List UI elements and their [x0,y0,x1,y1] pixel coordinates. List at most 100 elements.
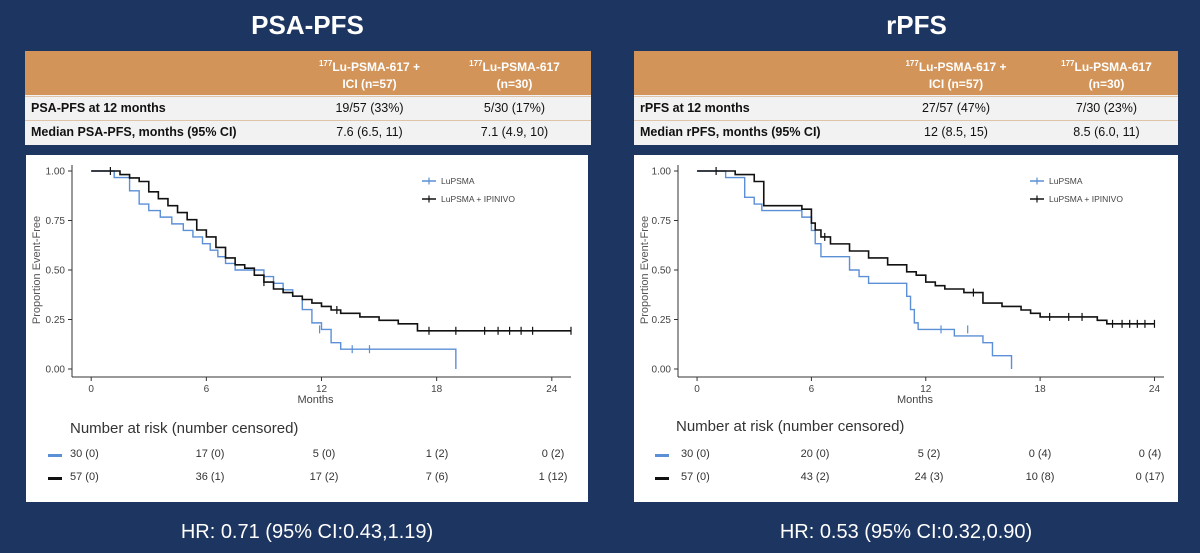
risk-value: 1 (2) [425,448,449,460]
x-tick-label: 24 [546,384,558,395]
legend-label: LuPSMA [1049,176,1083,186]
x-tick-label: 0 [694,384,700,395]
risk-value: 0 (17) [1135,471,1165,483]
cell-value: 8.5 (6.0, 11) [1073,125,1140,139]
y-tick-label: 0.50 [46,266,66,277]
x-tick-label: 18 [1035,384,1047,395]
col-header-line: (n=30) [1088,77,1125,91]
col-header-line: ICI (n=57) [928,77,984,91]
table-header [25,51,591,95]
x-tick-label: 18 [431,384,443,395]
row-label: Median rPFS, months (95% CI) [640,125,821,139]
panel-title: PSA-PFS [251,10,364,40]
legend-label: LuPSMA [441,176,475,186]
hazard-ratio: HR: 0.53 (95% CI:0.32,0.90) [779,521,1033,543]
km-plot-panel: 0.00 0.25 0.50 0.75 1.00 0 6 12 18 24 Months Propor… [26,155,588,502]
risk-value: 10 (8) [1025,471,1055,483]
y-tick-label: 1.00 [46,167,66,178]
x-axis-label: Months [297,394,334,405]
risk-value: 43 (2) [800,471,830,483]
risk-swatch [655,454,669,457]
cell-value: 7.1 (4.9, 10) [480,125,549,139]
x-tick-label: 12 [316,384,328,395]
risk-value: 0 (4) [1138,448,1162,460]
x-tick-label: 0 [88,384,94,395]
cell-value: 7.6 (6.5, 11) [336,125,403,139]
y-tick-label: 1.00 [652,167,672,178]
superscript: 177 [905,59,919,68]
superscript: 177 [1061,59,1075,68]
panel-title: rPFS [886,10,947,40]
risk-value: 57 (0) [681,471,710,483]
risk-value: 0 (4) [1028,448,1052,460]
risk-value: 7 (6) [425,471,449,483]
cell-value: 19/57 (33%) [335,101,404,115]
col-header-line: Lu-PSMA-617 [482,60,560,74]
risk-value: 30 (0) [70,448,99,460]
table-row: Median PSA-PFS, months (95% CI) 7.6 (6.5… [25,120,591,144]
risk-value: 1 (12) [538,471,568,483]
km-curve-lupsma [91,170,457,369]
legend-label: LuPSMA + IPINIVO [441,194,515,204]
risk-swatch [48,477,62,480]
legend-label: LuPSMA + IPINIVO [1049,194,1123,204]
km-plot-panel: 0.00 0.25 0.50 0.75 1.00 0 6 12 18 24 Months Propor… [634,155,1178,502]
cell-value: 12 (8.5, 15) [924,125,988,139]
y-tick-label: 0.75 [46,216,66,227]
km-curve-lupsma-ipinivo [91,170,571,332]
risk-swatch [48,454,62,457]
y-tick-label: 0.00 [652,365,672,376]
row-label: Median PSA-PFS, months (95% CI) [31,125,237,139]
cell-value: 7/30 (23%) [1075,101,1138,115]
row-label: PSA-PFS at 12 months [31,101,166,115]
risk-swatch [655,477,669,480]
superscript: 177 [318,59,333,68]
y-axis-label: Proportion Event-Free [639,216,651,324]
km-chart: 0.00 0.25 0.50 0.75 1.00 0 6 12 18 24 Months Propor… [639,165,1164,405]
risk-value: 17 (2) [309,471,339,483]
col-header-line: ICI (n=57) [342,77,397,91]
risk-table-title: Number at risk (number censored) [70,420,299,437]
x-tick-label: 24 [1149,384,1161,395]
risk-value: 36 (1) [195,471,225,483]
col-header-combo: 177Lu-PSMA-617 + ICI (n=57) [886,55,1026,93]
y-axis-label: Proportion Event-Free [31,216,43,324]
risk-value: 20 (0) [800,448,830,460]
risk-value: 17 (0) [195,448,225,460]
table-row: PSA-PFS at 12 months 19/57 (33%) 5/30 (1… [25,96,591,120]
col-header-line: Lu-PSMA-617 [1074,60,1152,74]
y-tick-label: 0.00 [46,365,66,376]
x-tick-label: 12 [920,384,932,395]
y-tick-label: 0.25 [46,315,66,326]
cell-value: 5/30 (17%) [483,101,546,115]
cell-value: 27/57 (47%) [921,101,991,115]
risk-value: 0 (2) [541,448,565,460]
km-curve-lupsma [697,170,1013,369]
summary-table: 177Lu-PSMA-617 + ICI (n=57) 177Lu-PSMA-6… [634,51,1178,145]
x-axis-label: Months [897,394,934,405]
table-header [634,51,1178,95]
col-header-line: Lu-PSMA-617 + [332,60,421,74]
risk-value: 30 (0) [681,448,710,460]
risk-value: 5 (0) [312,448,336,460]
y-tick-label: 0.75 [652,216,672,227]
col-header-line: (n=30) [496,77,533,91]
hazard-ratio: HR: 0.71 (95% CI:0.43,1.19) [180,521,434,543]
superscript: 177 [469,59,483,68]
risk-table-title: Number at risk (number censored) [676,418,905,435]
km-curve-lupsma-ipinivo [697,170,1155,325]
km-chart: 0.00 0.25 0.50 0.75 1.00 0 6 12 18 24 Months Propor… [31,165,572,405]
risk-value: 5 (2) [917,448,941,460]
summary-table: 177Lu-PSMA-617 + ICI (n=57) 177Lu-PSMA-6… [25,51,591,145]
table-row: Median rPFS, months (95% CI) 12 (8.5, 15… [634,120,1178,144]
y-tick-label: 0.25 [652,315,672,326]
table-row: rPFS at 12 months 27/57 (47%) 7/30 (23%) [634,96,1178,120]
y-tick-label: 0.50 [652,266,672,277]
col-header-combo: 177Lu-PSMA-617 + ICI (n=57) [302,55,437,93]
col-header-mono: 177Lu-PSMA-617 (n=30) [447,55,582,93]
col-header-mono: 177Lu-PSMA-617 (n=30) [1039,55,1174,93]
x-tick-label: 6 [809,384,815,395]
row-label: rPFS at 12 months [640,101,750,115]
x-tick-label: 6 [204,384,210,395]
col-header-line: Lu-PSMA-617 + [918,60,1007,74]
